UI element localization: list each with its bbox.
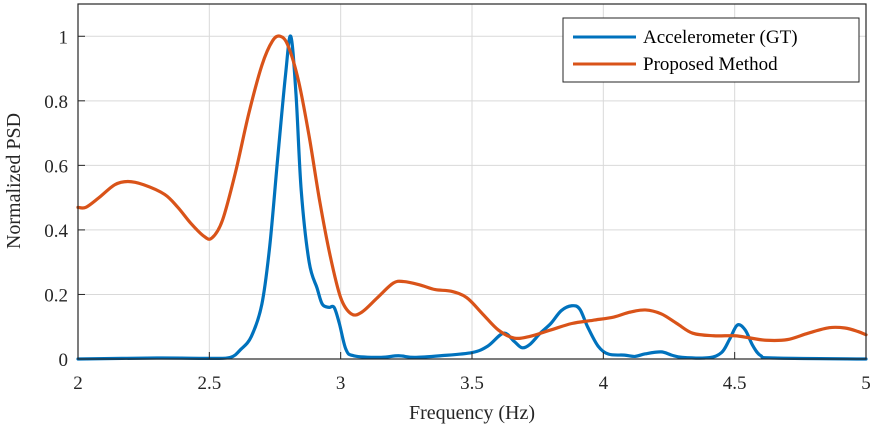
x-axis-label: Frequency (Hz) [409, 402, 535, 424]
y-axis-label: Normalized PSD [3, 113, 25, 249]
y-tick-label: 0.8 [44, 92, 68, 113]
x-tick-label: 4 [599, 373, 609, 394]
legend-label-accelerometer: Accelerometer (GT) [643, 27, 798, 48]
y-axis: 0 0.2 0.4 0.6 0.8 1 [44, 27, 85, 371]
series-line-proposed-method [76, 34, 868, 343]
y-tick-label: 0 [59, 350, 69, 371]
y-tick-label: 0.4 [44, 221, 68, 242]
x-tick-label: 4.5 [723, 373, 747, 394]
legend-box [562, 17, 860, 83]
series-line-accelerometer [76, 34, 868, 361]
x-tick-label: 2 [73, 373, 83, 394]
x-axis: 2 2.5 3 3.5 4 4.5 5 [73, 352, 871, 394]
x-tick-label: 3.5 [460, 373, 484, 394]
x-tick-label: 3 [336, 373, 346, 394]
legend: Accelerometer (GT) Proposed Method [562, 17, 860, 83]
x-tick-label: 5 [861, 373, 871, 394]
y-tick-label: 0.2 [44, 285, 68, 306]
y-tick-label: 0.6 [44, 156, 68, 177]
y-tick-label: 1 [59, 27, 69, 48]
x-tick-label: 2.5 [197, 373, 221, 394]
legend-label-proposed-method: Proposed Method [643, 54, 778, 75]
series-layer [76, 34, 868, 361]
